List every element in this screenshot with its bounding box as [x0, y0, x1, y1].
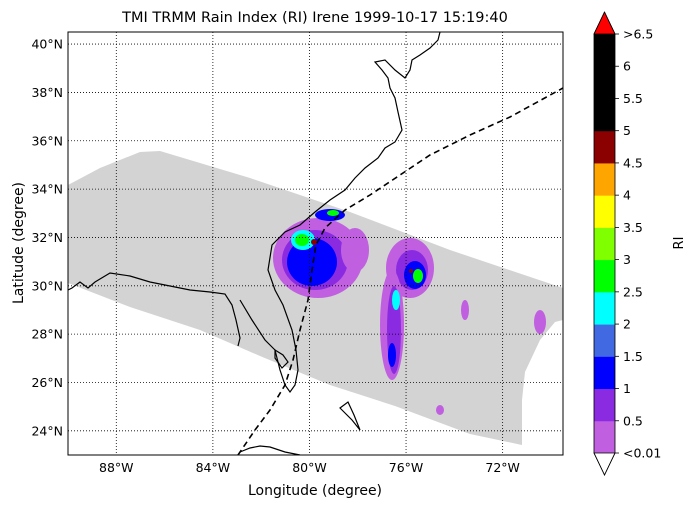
colorbar-tick-label: <0.01 — [623, 446, 661, 461]
colorbar-tick-label: 2.5 — [623, 284, 643, 299]
lon-tick-label: 72°W — [485, 460, 520, 475]
colorbar-tick-label: >6.5 — [623, 27, 653, 42]
colorbar-tick-label: 6 — [623, 59, 631, 74]
lat-tick-label: 40°N — [31, 37, 63, 52]
colorbar-tick-label: 4.5 — [623, 155, 643, 170]
colorbar-tick-label: 5.5 — [623, 91, 643, 106]
rain-cell — [413, 269, 423, 283]
colorbar-tick-label: 3 — [623, 252, 631, 267]
longitude-ticks: 88°W 84°W 80°W 76°W 72°W — [99, 460, 520, 475]
rain-field — [273, 209, 546, 415]
colorbar-segment — [594, 227, 615, 261]
colorbar-segment — [594, 324, 615, 357]
lat-tick-label: 38°N — [31, 85, 63, 100]
lon-tick-label: 80°W — [292, 460, 327, 475]
rain-cell — [436, 405, 444, 415]
rain-cell — [295, 234, 309, 246]
rain-cell — [327, 210, 339, 216]
colorbar-segment — [594, 34, 615, 67]
lat-tick-label: 32°N — [31, 230, 63, 245]
colorbar-tick-label: 0.5 — [623, 413, 643, 428]
lat-tick-label: 36°N — [31, 133, 63, 148]
lat-tick-label: 34°N — [31, 182, 63, 197]
colorbar-tick-label: 4 — [623, 188, 631, 203]
rain-cell — [287, 238, 337, 286]
lon-tick-label: 76°W — [389, 460, 424, 475]
y-axis-label: Latitude (degree) — [11, 182, 27, 304]
colorbar-segment — [594, 291, 615, 325]
rain-cell — [461, 300, 469, 320]
lon-tick-label: 84°W — [196, 460, 231, 475]
colorbar-segment — [594, 388, 615, 422]
rain-cell — [388, 343, 396, 367]
x-axis-label: Longitude (degree) — [248, 483, 382, 499]
rain-cell — [311, 239, 317, 245]
lat-tick-label: 30°N — [31, 278, 63, 293]
colorbar-segment — [594, 162, 615, 196]
colorbar-tick-label: 1 — [623, 381, 631, 396]
colorbar-segment — [594, 66, 615, 99]
storm-track — [237, 87, 563, 455]
lat-tick-label: 28°N — [31, 327, 63, 342]
map-frame — [67, 31, 564, 456]
colorbar-segment — [594, 195, 615, 228]
colorbar-tick-label: 3.5 — [623, 220, 643, 235]
colorbar-tick-label: 5 — [623, 123, 631, 138]
rain-cell — [409, 269, 413, 273]
map-area — [68, 32, 563, 455]
colorbar-under-arrow — [593, 452, 616, 476]
colorbar-tick-label: 2 — [623, 317, 631, 332]
colorbar-over-arrow — [593, 11, 616, 35]
colorbar-tick-label: 1.5 — [623, 349, 643, 364]
colorbar-label: RI — [672, 237, 687, 250]
lon-tick-label: 88°W — [99, 460, 134, 475]
colorbar-segment — [594, 130, 615, 164]
colorbar-segment — [594, 259, 615, 293]
lat-tick-label: 24°N — [31, 423, 63, 438]
colorbar-segment — [594, 356, 615, 390]
colorbar: <0.01 0.5 1 1.5 2 2.5 3 3.5 4 4.5 5 5.5 6 >6.5 — [593, 11, 661, 476]
lat-tick-label: 26°N — [31, 375, 63, 390]
rain-cell — [534, 310, 546, 334]
colorbar-segment — [594, 98, 615, 132]
satellite-swath — [68, 151, 563, 445]
rain-cell — [392, 290, 400, 310]
map-title: TMI TRMM Rain Index (RI) Irene 1999-10-1… — [121, 10, 508, 26]
latitude-ticks: 24°N 26°N 28°N 30°N 32°N 34°N 36°N 38°N 40°N — [31, 37, 63, 439]
colorbar-segment — [594, 420, 615, 454]
rain-cell — [341, 228, 369, 272]
coastline — [68, 32, 441, 455]
